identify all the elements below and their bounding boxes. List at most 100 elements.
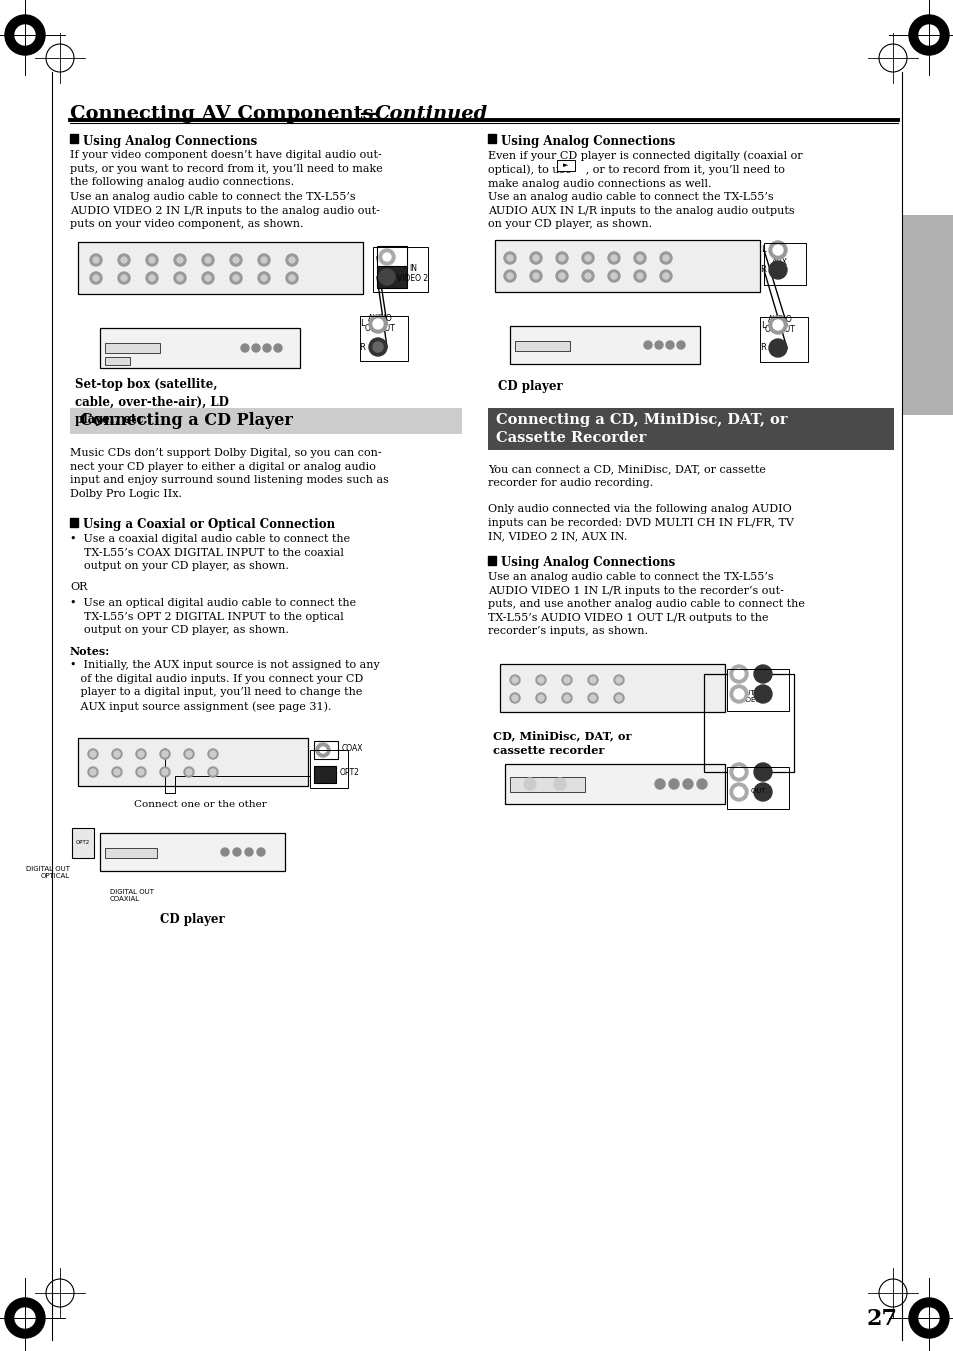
Bar bbox=[760, 317, 807, 362]
Text: Using a Coaxial or Optical Connection: Using a Coaxial or Optical Connection bbox=[83, 517, 335, 531]
Circle shape bbox=[261, 257, 267, 263]
Circle shape bbox=[90, 769, 96, 775]
Circle shape bbox=[768, 339, 786, 357]
Circle shape bbox=[256, 848, 265, 857]
Circle shape bbox=[677, 340, 684, 349]
Circle shape bbox=[230, 272, 242, 284]
Text: —: — bbox=[359, 105, 379, 123]
Text: OR: OR bbox=[70, 582, 88, 592]
Circle shape bbox=[90, 272, 102, 284]
Circle shape bbox=[768, 316, 786, 334]
Bar bbox=[902, 215, 953, 415]
Circle shape bbox=[186, 751, 192, 757]
Circle shape bbox=[210, 751, 215, 757]
Circle shape bbox=[637, 273, 642, 280]
Circle shape bbox=[88, 767, 98, 777]
Circle shape bbox=[173, 272, 186, 284]
Circle shape bbox=[523, 778, 536, 790]
Circle shape bbox=[753, 685, 771, 703]
Bar bbox=[105, 357, 130, 365]
Circle shape bbox=[263, 345, 271, 353]
Circle shape bbox=[149, 276, 154, 281]
Circle shape bbox=[184, 748, 193, 759]
Circle shape bbox=[753, 784, 771, 801]
Text: CD player: CD player bbox=[159, 913, 224, 925]
Circle shape bbox=[918, 1308, 938, 1328]
Circle shape bbox=[205, 257, 211, 263]
Circle shape bbox=[90, 254, 102, 266]
Circle shape bbox=[173, 254, 186, 266]
Circle shape bbox=[659, 253, 671, 263]
Text: CD, MiniDisc, DAT, or
cassette recorder: CD, MiniDisc, DAT, or cassette recorder bbox=[493, 730, 631, 755]
Text: DIGITAL OUT
COAXIAL: DIGITAL OUT COAXIAL bbox=[110, 889, 153, 902]
Bar bbox=[510, 326, 700, 363]
Circle shape bbox=[556, 270, 567, 282]
Circle shape bbox=[90, 751, 96, 757]
Circle shape bbox=[202, 272, 213, 284]
Circle shape bbox=[733, 689, 743, 698]
Circle shape bbox=[286, 272, 297, 284]
Circle shape bbox=[729, 665, 747, 684]
Circle shape bbox=[5, 1298, 45, 1337]
Circle shape bbox=[533, 273, 538, 280]
Text: OPT2: OPT2 bbox=[76, 840, 90, 846]
Circle shape bbox=[510, 693, 519, 703]
Circle shape bbox=[536, 693, 545, 703]
Circle shape bbox=[233, 848, 241, 857]
Circle shape bbox=[369, 338, 387, 357]
Bar bbox=[105, 848, 157, 858]
Bar bbox=[373, 247, 428, 292]
Circle shape bbox=[908, 1298, 948, 1337]
Circle shape bbox=[614, 693, 623, 703]
Circle shape bbox=[729, 685, 747, 703]
Text: If your video component doesn’t have digital audio out-
puts, or you want to rec: If your video component doesn’t have dig… bbox=[70, 150, 382, 188]
Circle shape bbox=[556, 253, 567, 263]
Circle shape bbox=[637, 255, 642, 261]
Text: DIGITAL OUT
OPTICAL: DIGITAL OUT OPTICAL bbox=[26, 866, 70, 880]
Circle shape bbox=[558, 273, 564, 280]
Text: AUDIO
OUTPUT: AUDIO OUTPUT bbox=[763, 315, 795, 335]
Circle shape bbox=[210, 769, 215, 775]
Circle shape bbox=[768, 261, 786, 280]
Text: Use an analog audio cable to connect the TX-L55’s
AUDIO VIDEO 2 IN L/R inputs to: Use an analog audio cable to connect the… bbox=[70, 192, 379, 230]
Circle shape bbox=[233, 276, 239, 281]
Bar bbox=[726, 767, 788, 809]
Circle shape bbox=[506, 255, 513, 261]
Bar bbox=[488, 557, 496, 565]
Circle shape bbox=[92, 257, 99, 263]
Circle shape bbox=[112, 748, 122, 759]
Circle shape bbox=[616, 677, 621, 684]
Text: Set-top box (satellite,
cable, over-the-air), LD
player, etc.: Set-top box (satellite, cable, over-the-… bbox=[75, 378, 229, 426]
Circle shape bbox=[662, 255, 668, 261]
Text: L: L bbox=[360, 319, 365, 328]
Circle shape bbox=[537, 677, 543, 684]
Bar bbox=[314, 766, 335, 784]
Circle shape bbox=[503, 253, 516, 263]
Circle shape bbox=[918, 26, 938, 45]
Bar bbox=[78, 242, 363, 295]
Circle shape bbox=[202, 254, 213, 266]
Circle shape bbox=[261, 276, 267, 281]
Circle shape bbox=[257, 254, 270, 266]
Circle shape bbox=[512, 677, 517, 684]
Text: •  Use an optical digital audio cable to connect the
    TX-L55’s OPT 2 DIGITAL : • Use an optical digital audio cable to … bbox=[70, 598, 355, 635]
Text: R: R bbox=[760, 266, 765, 274]
Text: CD player: CD player bbox=[497, 380, 562, 393]
Circle shape bbox=[138, 769, 144, 775]
Circle shape bbox=[319, 747, 326, 753]
Circle shape bbox=[589, 694, 596, 701]
Circle shape bbox=[113, 769, 120, 775]
Circle shape bbox=[662, 273, 668, 280]
Text: COAX: COAX bbox=[341, 744, 363, 753]
Circle shape bbox=[121, 276, 127, 281]
Circle shape bbox=[373, 319, 382, 330]
Circle shape bbox=[512, 694, 517, 701]
Circle shape bbox=[610, 273, 617, 280]
Bar bbox=[359, 316, 408, 361]
Bar bbox=[488, 408, 893, 450]
Circle shape bbox=[584, 273, 590, 280]
Bar bbox=[499, 663, 724, 712]
Circle shape bbox=[162, 769, 168, 775]
Circle shape bbox=[121, 257, 127, 263]
Circle shape bbox=[733, 767, 743, 777]
